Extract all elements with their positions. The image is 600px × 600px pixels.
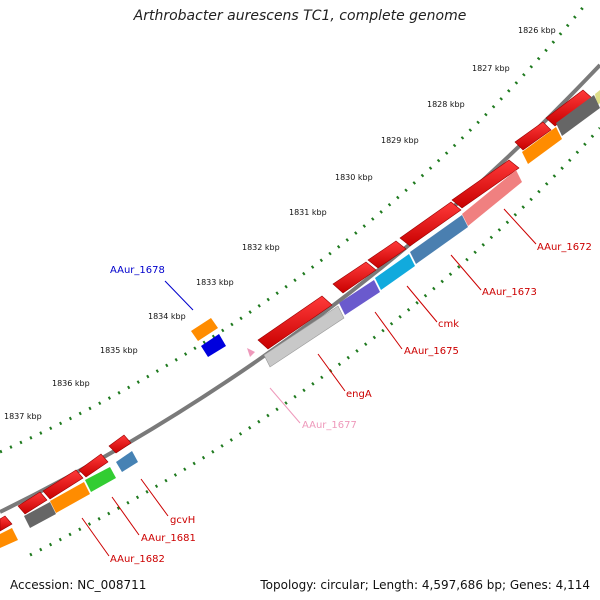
gene-feature[interactable] — [339, 280, 380, 315]
label-leader-line — [269, 387, 301, 424]
gene-label-gcvh[interactable]: gcvH — [170, 515, 195, 526]
gene-feature[interactable] — [451, 159, 520, 209]
inner-tick-ring — [29, 126, 600, 557]
tick-label: 1831 kbp — [289, 208, 327, 217]
tick-label: 1829 kbp — [381, 136, 419, 145]
label-leader-line — [503, 208, 537, 245]
gene-feature[interactable] — [42, 469, 84, 500]
gene-feature[interactable] — [0, 515, 13, 532]
label-leader-line — [406, 285, 438, 323]
gene-label-aaur-1677[interactable]: AAur_1677 — [302, 420, 357, 431]
gene-feature[interactable] — [556, 95, 600, 136]
accession-text: Accession: NC_008711 — [10, 578, 147, 592]
tick-label: 1835 kbp — [100, 346, 138, 355]
tick-label: 1836 kbp — [52, 379, 90, 388]
gene-feature[interactable] — [78, 453, 109, 478]
tick-label: 1828 kbp — [427, 100, 465, 109]
tick-label: 1826 kbp — [518, 26, 556, 35]
gene-label-aaur-1678[interactable]: AAur_1678 — [110, 265, 165, 276]
gene-feature[interactable] — [375, 254, 415, 290]
tick-label: 1837 kbp — [4, 412, 42, 421]
gene-feature[interactable] — [367, 240, 407, 269]
gene-label-aaur-1672[interactable]: AAur_1672 — [537, 242, 592, 253]
gene-label-aaur-1681[interactable]: AAur_1681 — [141, 533, 196, 544]
gene-feature[interactable] — [332, 261, 377, 294]
label-leader-line — [81, 517, 110, 557]
label-leader-line — [140, 478, 169, 517]
gene-label-aaur-1673[interactable]: AAur_1673 — [482, 287, 537, 298]
tick-label: 1827 kbp — [472, 64, 510, 73]
label-leader-line — [450, 254, 482, 291]
gene-feature[interactable] — [85, 467, 116, 492]
label-leader-line — [317, 353, 346, 392]
gene-feature[interactable] — [247, 348, 255, 357]
gene-feature[interactable] — [116, 451, 138, 472]
gene-feature[interactable] — [410, 215, 468, 264]
gene-feature[interactable] — [263, 305, 345, 368]
gene-feature[interactable] — [595, 90, 600, 106]
gene-feature[interactable] — [399, 201, 462, 247]
map-title: Arthrobacter aurescens TC1, complete gen… — [133, 8, 467, 24]
gene-label-enga[interactable]: engA — [346, 389, 372, 400]
genome-summary-text: Topology: circular; Length: 4,597,686 bp… — [260, 578, 590, 592]
tick-label: 1832 kbp — [242, 243, 280, 252]
gene-feature[interactable] — [514, 121, 552, 151]
tick-label: 1833 kbp — [196, 278, 234, 287]
gene-label-aaur-1682[interactable]: AAur_1682 — [110, 554, 165, 565]
tick-label: 1830 kbp — [335, 173, 373, 182]
gene-label-aaur-1675[interactable]: AAur_1675 — [404, 346, 459, 357]
gene-feature[interactable] — [24, 502, 56, 528]
label-leader-line — [374, 311, 403, 350]
gene-feature[interactable] — [201, 334, 226, 357]
gene-feature[interactable] — [522, 127, 562, 164]
gene-feature[interactable] — [50, 482, 90, 513]
label-leader-line — [111, 496, 140, 536]
tick-label: 1834 kbp — [148, 312, 186, 321]
gene-label-cmk[interactable]: cmk — [438, 319, 459, 330]
gene-feature[interactable] — [17, 491, 48, 515]
gene-feature[interactable] — [257, 295, 333, 350]
label-leader-line — [164, 280, 194, 311]
gene-feature[interactable] — [0, 528, 18, 548]
gene-feature[interactable] — [108, 434, 132, 454]
gene-feature[interactable] — [462, 170, 522, 226]
gene-feature[interactable] — [191, 318, 218, 341]
